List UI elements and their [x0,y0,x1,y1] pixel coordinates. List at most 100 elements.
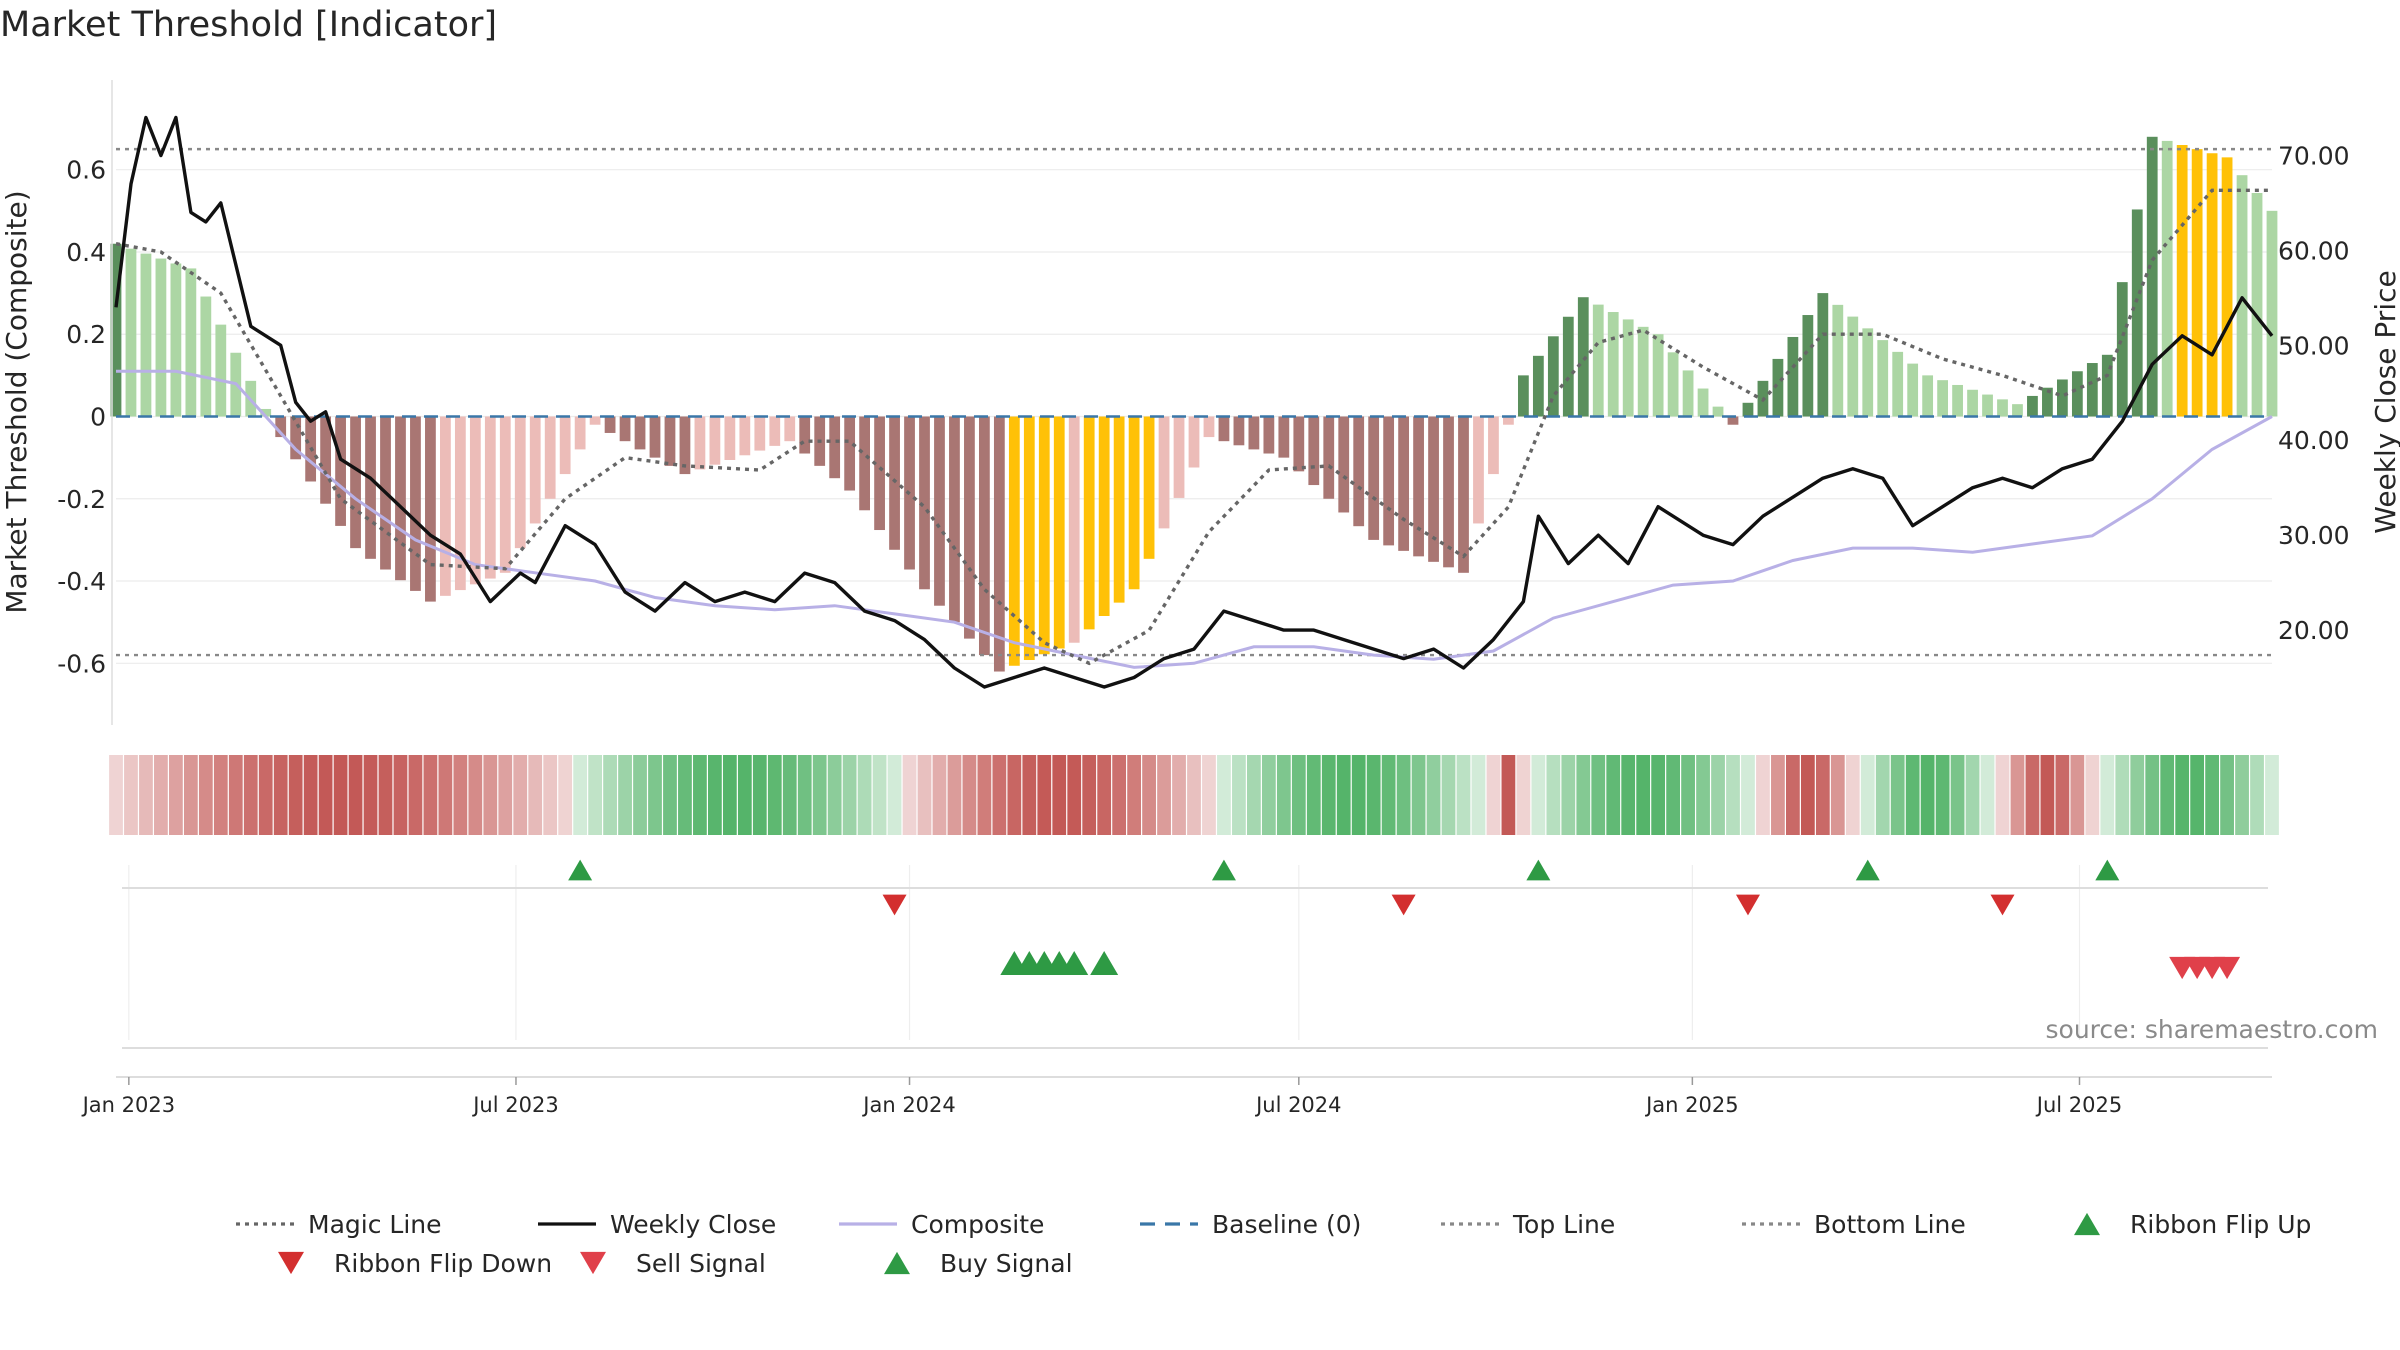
y-tick-label-right: 70.00 [2278,141,2350,170]
ribbon-cell [228,755,243,835]
composite-bar [619,416,631,442]
ribbon-cell [1771,755,1785,835]
y-tick-label-right: 40.00 [2278,426,2350,455]
ribbon-flip-up-marker [2095,859,2120,881]
composite-bar [1398,416,1410,551]
composite-bar [260,408,272,417]
ribbon-cell [1845,755,1860,835]
ribbon-cell [1741,755,1755,835]
ribbon-cell [1082,755,1097,835]
y-tick-label-left: -0.6 [57,649,106,678]
composite-bar [350,416,361,549]
composite-bar [1488,416,1499,475]
ribbon-cell [1621,755,1636,835]
composite-bar [410,416,421,591]
ribbon-cell [2265,755,2279,835]
y-tick-label-left: -0.2 [57,485,106,514]
ribbon-flip-up-marker [568,859,593,881]
ribbon-cell [2145,755,2160,835]
composite-bar [1248,416,1260,450]
ribbon-cell [1127,755,1141,835]
y-tick-label-left: 0.2 [66,320,106,349]
composite-bar [589,416,601,425]
ribbon-cell [1501,755,1516,835]
composite-bar [2221,157,2233,417]
ribbon-cell [1711,755,1725,835]
ribbon-cell [468,755,483,835]
composite-bar [679,416,691,475]
ribbon-cell [2160,755,2175,835]
ribbon-cell [183,755,198,835]
y-tick-label-right: 50.00 [2278,331,2350,360]
composite-bar [1353,416,1365,527]
ribbon-cell [1546,755,1561,835]
ribbon-cell [393,755,408,835]
ribbon-cell [1531,755,1546,835]
ribbon-cell [603,755,617,835]
legend-label: Sell Signal [636,1249,766,1278]
composite-bar [544,416,556,499]
ribbon-cell [1561,755,1576,835]
ribbon-cell [2205,755,2219,835]
ribbon-cell [827,755,842,835]
ribbon-cell [1651,755,1666,835]
ribbon-cell [1067,755,1082,835]
ribbon-cell [363,755,378,835]
composite-bar [1143,416,1155,559]
ribbon-flip-up-marker [1526,859,1551,881]
ribbon-cell [1935,755,1950,835]
composite-bar [1517,375,1529,417]
composite-bar [2101,354,2113,417]
composite-bar [2191,149,2203,417]
composite-bar [574,416,586,450]
composite-bar [1787,336,1799,417]
ribbon-cell [1112,755,1127,835]
y-tick-label-left: -0.4 [57,567,106,596]
chart-title: Market Threshold [Indicator] [0,5,497,45]
ribbon-cell [213,755,228,835]
y-tick-label-right: 30.00 [2278,521,2350,550]
ribbon-cell [2115,755,2130,835]
ribbon-cell [1217,755,1231,835]
ribbon-cell [348,755,363,835]
ribbon-cell [1022,755,1037,835]
ribbon-cell [1261,755,1276,835]
composite-bar [1263,416,1275,454]
composite-bar [2042,387,2053,417]
ribbon-cell [1800,755,1815,835]
ribbon-cell [408,755,423,835]
composite-bar [1338,416,1350,513]
composite-bar [439,416,451,596]
ribbon-cell [887,755,902,835]
ribbon-cell [573,755,588,835]
composite-bar [1592,304,1604,417]
composite-bar [1218,416,1230,442]
ribbon-cell [1187,755,1201,835]
composite-bar [1188,416,1200,468]
composite-bar [694,416,706,470]
ribbon-cell [543,755,558,835]
ribbon-cell [513,755,528,835]
legend: Magic Line Weekly Close Composite Baseline … [236,1210,2311,1278]
ribbon-cell [288,755,303,835]
composite-bar [649,416,661,458]
composite-bar [185,268,197,417]
ribbon-cell [872,755,887,835]
ribbon-cell [1456,755,1471,835]
composite-bar [1413,416,1424,557]
ribbon-cell [1142,755,1156,835]
composite-bar [1952,384,1963,417]
ribbon-cell [1830,755,1845,835]
composite-bar [1008,416,1020,666]
composite-bar [1982,394,1993,417]
composite-bar [1712,406,1724,417]
composite-bar [709,416,721,465]
composite-bar [335,416,346,526]
ribbon-cell [2190,755,2205,835]
composite-bar [1577,297,1589,417]
x-tick-label: Jan 2024 [861,1093,956,1117]
composite-bar [859,416,871,511]
ribbon-cell [932,755,947,835]
